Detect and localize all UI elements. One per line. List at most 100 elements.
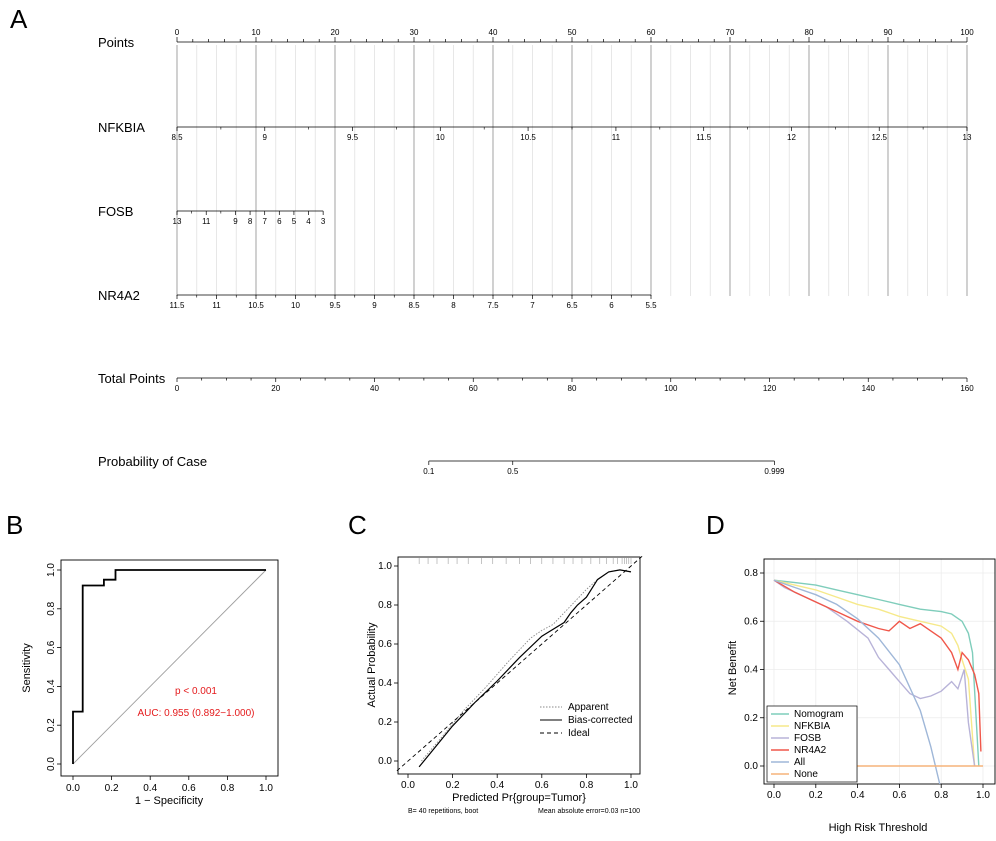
variable-tick-label: 10 [436, 133, 445, 142]
variable-tick-label: 8 [451, 301, 456, 310]
points-tick-label: 10 [252, 28, 261, 37]
nomogram-row-label: Probability of Case [98, 454, 207, 469]
y-tick-label: 0.8 [378, 600, 392, 611]
variable-tick-label: 7.5 [487, 301, 499, 310]
legend-label: Apparent [568, 702, 609, 713]
variable-tick-label: 9.5 [347, 133, 359, 142]
error-note: Mean absolute error=0.03 n=100 [538, 808, 640, 815]
y-tick-label: 1.0 [378, 561, 392, 572]
x-tick-label: 0.8 [579, 780, 593, 791]
nomogram-row-label: Points [98, 35, 135, 50]
calibration-series-apparent [421, 569, 632, 762]
y-tick-label: 0.6 [46, 640, 57, 654]
variable-tick-label: 7 [262, 217, 267, 226]
x-tick-label: 1.0 [624, 780, 638, 791]
points-tick-label: 20 [331, 28, 340, 37]
panel-letter-b: B [6, 510, 23, 540]
y-axis-title: Sensitivity [21, 643, 33, 693]
total-points-tick-label: 80 [568, 384, 577, 393]
variable-tick-label: 4 [306, 217, 311, 226]
legend-label: None [794, 769, 818, 780]
variable-tick-label: 9 [233, 217, 238, 226]
y-tick-label: 0.0 [744, 761, 758, 772]
nomogram-row-label: Total Points [98, 371, 166, 386]
variable-tick-label: 12 [787, 133, 796, 142]
y-tick-label: 0.4 [378, 678, 392, 689]
x-tick-label: 0.0 [767, 790, 781, 801]
plot-frame [763, 558, 996, 785]
plot-frame [60, 559, 279, 777]
legend-label: NFKBIA [794, 721, 830, 732]
variable-tick-label: 5 [292, 217, 297, 226]
nomogram-row-label: NFKBIA [98, 120, 145, 135]
points-tick-label: 90 [884, 28, 893, 37]
variable-tick-label: 13 [963, 133, 972, 142]
x-tick-label: 0.6 [892, 790, 906, 801]
decision-curve-nr4a2 [773, 579, 982, 752]
total-points-tick-label: 120 [763, 384, 777, 393]
x-tick-label: 0.4 [143, 783, 157, 794]
total-points-tick-label: 60 [469, 384, 478, 393]
x-axis-title: High Risk Threshold [829, 822, 928, 834]
auc-annotation: AUC: 0.955 (0.892−1.000) [137, 708, 254, 719]
x-tick-label: 0.6 [182, 783, 196, 794]
y-tick-label: 0.2 [378, 717, 392, 728]
x-tick-label: 0.4 [490, 780, 504, 791]
x-tick-label: 0.2 [105, 783, 119, 794]
plot-frame [397, 556, 641, 775]
x-tick-label: 0.0 [66, 783, 80, 794]
decision-curves [773, 579, 983, 784]
variable-tick-label: 11 [202, 217, 211, 226]
variable-tick-label: 12.5 [871, 133, 887, 142]
variable-tick-label: 3 [321, 217, 326, 226]
variable-tick-label: 11 [212, 301, 221, 310]
points-tick-label: 30 [410, 28, 419, 37]
reference-diagonal [72, 569, 267, 765]
roc-curve [72, 569, 266, 764]
panel-letter-c: C [348, 510, 367, 540]
points-tick-label: 80 [805, 28, 814, 37]
variable-tick-label: 10.5 [520, 133, 536, 142]
legend-label: Bias-corrected [568, 715, 632, 726]
variable-tick-label: 13 [173, 217, 182, 226]
variable-tick-label: 8.5 [171, 133, 183, 142]
variable-tick-label: 9 [372, 301, 377, 310]
decision-curve-nomogram [773, 579, 980, 767]
points-tick-label: 100 [960, 28, 974, 37]
nomogram-row-label: FOSB [98, 204, 133, 219]
x-tick-label: 1.0 [976, 790, 990, 801]
panel-letter-a: A [10, 4, 28, 34]
x-tick-label: 0.2 [809, 790, 823, 801]
variable-tick-label: 10 [291, 301, 300, 310]
bootstrap-note: B= 40 repetitions, boot [408, 808, 478, 815]
total-points-tick-label: 0 [175, 384, 180, 393]
roc-panel: 0.0 0.0 0.2 0.2 0.4 0.4 0.6 0.6 0.8 0.8 1.0 1.0 1 − … [21, 559, 279, 807]
points-tick-label: 60 [647, 28, 656, 37]
x-tick-label: 0.2 [446, 780, 460, 791]
x-axis-title: 1 − Specificity [135, 795, 204, 807]
variable-tick-label: 8.5 [408, 301, 420, 310]
variable-tick-label: 9.5 [329, 301, 341, 310]
y-tick-label: 0.6 [744, 616, 758, 627]
x-tick-label: 0.6 [535, 780, 549, 791]
variable-tick-label: 11.5 [170, 301, 186, 310]
y-tick-label: 0.8 [744, 568, 758, 579]
y-tick-label: 0.0 [378, 756, 392, 767]
legend-label: FOSB [794, 733, 822, 744]
variable-tick-label: 7 [530, 301, 535, 310]
x-tick-label: 1.0 [259, 783, 273, 794]
p-value-annotation: p < 0.001 [175, 686, 217, 697]
y-tick-label: 0.0 [46, 757, 57, 771]
x-tick-label: 0.0 [401, 780, 415, 791]
calibration-series-bias-corrected [418, 569, 632, 768]
total-points-tick-label: 20 [271, 384, 280, 393]
variable-tick-label: 10.5 [248, 301, 264, 310]
y-tick-label: 0.4 [744, 665, 758, 676]
y-tick-label: 0.4 [46, 679, 57, 693]
total-points-tick-label: 40 [370, 384, 379, 393]
legend-label: All [794, 757, 805, 768]
x-tick-label: 0.4 [851, 790, 865, 801]
y-tick-label: 0.8 [46, 601, 57, 615]
